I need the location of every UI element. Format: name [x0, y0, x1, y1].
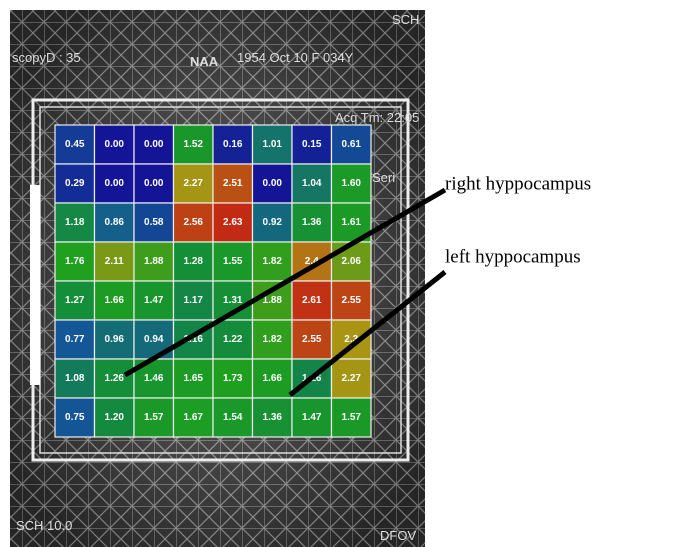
- cell-value: 1.20: [105, 412, 125, 423]
- cell-value: 1.82: [263, 256, 283, 267]
- cell-value: 1.01: [263, 139, 283, 150]
- cell-value: 0.00: [263, 178, 283, 189]
- cell-value: 1.57: [144, 412, 164, 423]
- cell-value: 0.92: [263, 217, 283, 228]
- cell-value: 2.11: [105, 256, 124, 267]
- cell-value: 1.36: [302, 217, 322, 228]
- cell-value: 2.27: [342, 373, 362, 384]
- mrs-grid: 0.45 0.00 0.00 1.52 0.16 1.01 0.15 0.61 0.29 0.00…: [55, 125, 371, 437]
- cell-value: 1.26: [105, 373, 125, 384]
- cell-value: 0.29: [65, 178, 85, 189]
- cell-value: 1.76: [65, 256, 85, 267]
- cell-value: 1.52: [184, 139, 204, 150]
- header-acq: Acq Tm: 22:05: [335, 110, 419, 125]
- cell-value: 1.67: [184, 412, 204, 423]
- cell-value: 0.86: [105, 217, 125, 228]
- cell-value: 2.61: [302, 295, 322, 306]
- cell-value: 1.60: [342, 178, 362, 189]
- cell-value: 1.88: [144, 256, 164, 267]
- cell-value: 1.47: [144, 295, 164, 306]
- cell-value: 1.54: [223, 412, 243, 423]
- cell-value: 0.45: [65, 139, 85, 150]
- cell-value: 1.57: [342, 412, 362, 423]
- cell-value: 2.06: [342, 256, 362, 267]
- header-metabolite: NAA: [190, 54, 219, 69]
- cell-value: 0.15: [302, 139, 322, 150]
- header-bottom-left: SCH 10.0: [16, 518, 72, 533]
- cell-value: 1.65: [184, 373, 204, 384]
- cell-value: 1.66: [263, 373, 283, 384]
- cell-value: 2.27: [184, 178, 204, 189]
- cell-value: 1.47: [302, 412, 322, 423]
- scale-bar: [30, 185, 40, 385]
- cell-value: 2.55: [302, 334, 322, 345]
- cell-value: 0.00: [144, 139, 164, 150]
- cell-value: 1.61: [342, 217, 362, 228]
- cell-value: 0.00: [105, 178, 125, 189]
- cell-value: 1.18: [65, 217, 85, 228]
- cell-value: 0.77: [65, 334, 85, 345]
- cell-value: 0.00: [105, 139, 125, 150]
- header-top-right: SCH: [392, 12, 419, 27]
- cell-value: 1.31: [223, 295, 243, 306]
- cell-value: 1.27: [65, 295, 85, 306]
- cell-value: 1.08: [65, 373, 85, 384]
- cell-value: 1.46: [144, 373, 164, 384]
- cell-value: 1.73: [223, 373, 243, 384]
- page: scopyD : 35 NAA 1954 Oct 10 F 034Y Acq T…: [0, 0, 686, 547]
- cell-value: 1.36: [263, 412, 283, 423]
- cell-value: 0.94: [144, 334, 164, 345]
- cell-value: 2.51: [223, 178, 243, 189]
- cell-value: 0.96: [105, 334, 125, 345]
- annotation-left: left hyppocampus: [445, 246, 581, 267]
- cell-value: 1.82: [263, 334, 283, 345]
- cell-value: 2.55: [342, 295, 362, 306]
- cell-value: 0.16: [223, 139, 243, 150]
- header-bottom-right: DFOV: [380, 528, 416, 543]
- cell-value: 1.28: [184, 256, 204, 267]
- annotation-right: right hyppocampus: [445, 173, 591, 194]
- cell-value: 0.75: [65, 412, 85, 423]
- cell-value: 2.56: [184, 217, 204, 228]
- header-left: scopyD : 35: [12, 50, 81, 65]
- cell-value: 0.61: [342, 139, 362, 150]
- cell-value: 1.66: [105, 295, 125, 306]
- cell-value: 2.63: [223, 217, 243, 228]
- cell-value: 1.04: [302, 178, 322, 189]
- cell-value: 0.58: [144, 217, 164, 228]
- cell-value: 0.00: [144, 178, 164, 189]
- cell-value: 1.22: [223, 334, 243, 345]
- header-patient: 1954 Oct 10 F 034Y: [237, 50, 354, 65]
- cell-value: 1.88: [263, 295, 283, 306]
- header-series: Seri: [372, 170, 395, 185]
- cell-value: 1.17: [184, 295, 204, 306]
- cell-value: 1.55: [223, 256, 243, 267]
